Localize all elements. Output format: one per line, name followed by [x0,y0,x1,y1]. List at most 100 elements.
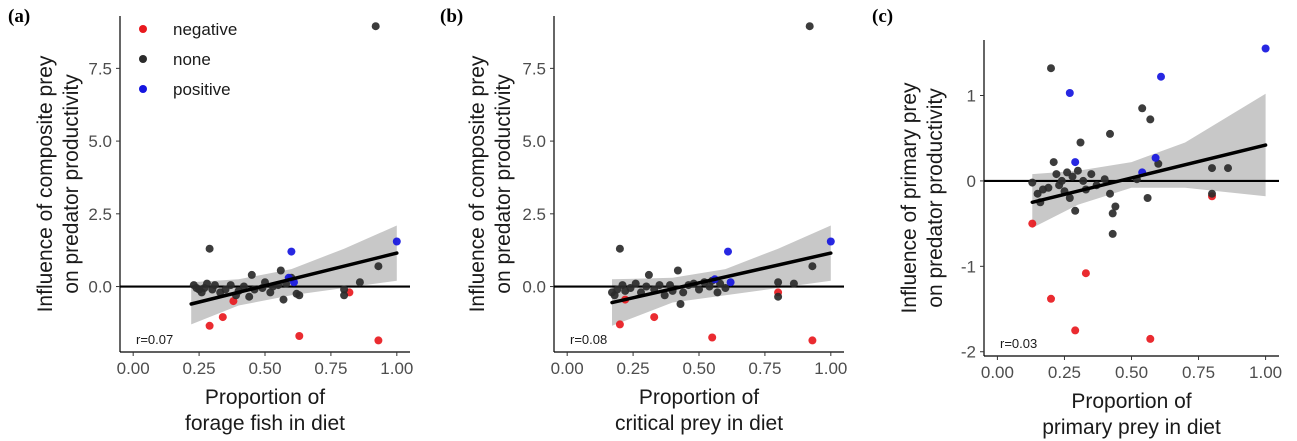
correlation-label: r=0.07 [136,332,173,347]
point-none [371,22,380,31]
legend-marker-none [139,55,147,63]
chart-panel-b: (b) 0.0 2.5 5.0 7.5 0.00 0.25 0.50 0.75 1.00 Propo… [432,0,862,441]
point-none [340,291,349,300]
point-negative [1028,219,1037,228]
point-none [1108,209,1117,218]
legend-marker-positive [139,85,147,93]
point-none [713,288,722,297]
point-none [1033,189,1042,198]
point-none [1071,206,1080,215]
point-none [1028,178,1037,187]
y-tick-label: 2.5 [522,205,546,224]
y-tick-label: 5.0 [522,132,546,151]
y-tick-label: -2 [961,343,976,362]
point-none [1087,170,1096,179]
point-none [631,279,640,288]
y-axis-title: on predator productivity [60,74,83,294]
point-negative [615,320,624,329]
chart-panel-a: (a) 0.0 2.5 5.0 7.5 0.00 0.25 0.50 0.75 1.00 Propo… [0,0,430,441]
x-tick-label: 0.75 [314,359,347,378]
point-none [660,291,669,300]
point-positive [1071,158,1080,167]
point-none [774,292,783,301]
y-axis-title: on predator productivity [924,88,947,308]
confidence-band [612,225,831,326]
point-none [644,270,653,279]
x-axis-title: primary prey in diet [1042,416,1221,439]
point-none [613,285,622,294]
x-tick-label: 1.00 [380,359,413,378]
point-none [226,281,235,290]
point-positive [724,247,732,256]
y-tick-label: 0.0 [522,278,546,297]
point-negative [205,321,214,330]
point-none [1146,115,1155,124]
point-negative [218,313,227,322]
regression-line [1030,143,1268,205]
x-tick-label: 1.00 [814,359,847,378]
x-axis-title: Proportion of [639,386,759,409]
point-none [1100,175,1109,184]
point-none [374,262,383,271]
y-tick-label: 7.5 [522,59,546,78]
legend-label-positive: positive [173,80,231,99]
legend-label-negative: negative [173,20,237,39]
x-tick-label: 0.25 [183,359,216,378]
point-negative [1047,294,1055,303]
point-none [642,282,651,291]
regression-line [189,251,399,306]
x-axis-title: Proportion of [1071,390,1191,413]
x-tick-label: 0.75 [748,359,781,378]
point-none [1052,170,1061,179]
point-none [295,291,304,300]
x-tick-label: 0.25 [617,359,650,378]
point-none [1224,164,1232,173]
point-none [1079,176,1088,185]
point-none [239,282,248,291]
x-tick-label: 0.50 [248,359,281,378]
correlation-label: r=0.08 [570,332,607,347]
point-none [203,279,211,288]
x-axis-title: forage fish in diet [185,412,345,435]
x-tick-label: 0.50 [682,359,715,378]
point-none [210,281,219,290]
x-tick-label: 0.75 [1182,363,1215,382]
y-axis-title: Influence of primary prey [898,82,921,314]
point-none [1049,158,1058,167]
point-negative [1146,334,1155,343]
point-none [679,288,688,297]
y-axis-title: Influence of composite prey [466,55,489,312]
y-tick-label: 7.5 [88,59,112,78]
point-none [1057,176,1066,185]
point-positive [826,237,835,246]
point-positive [1157,72,1165,81]
point-none [808,262,817,271]
point-none [721,284,730,292]
point-none [355,278,364,287]
y-tick-label: 0 [967,172,976,191]
legend-marker-negative [139,25,147,33]
chart-svg-c: (c) -2 -1 0 1 0.00 0.25 0.50 0.75 1.00 Proportion … [872,6,1282,439]
chart-svg-a: (a) 0.0 2.5 5.0 7.5 0.00 0.25 0.50 0.75 1.00 Propo… [8,6,413,435]
point-none [1208,164,1216,173]
x-axis-title: Proportion of [205,386,325,409]
point-negative [808,336,817,345]
point-none [615,244,624,253]
y-tick-label: 0.0 [88,278,112,297]
point-none [340,285,349,294]
y-tick-label: 5.0 [88,132,112,151]
y-tick-label: 1 [967,87,976,106]
point-none [205,244,214,253]
point-none [1138,104,1147,113]
point-none [695,285,703,294]
y-tick-label: 2.5 [88,205,112,224]
x-tick-label: 0.50 [1115,363,1148,382]
point-none [1108,229,1117,238]
point-negative [650,313,659,322]
panel-label: (b) [440,6,463,27]
x-tick-label: 0.00 [981,363,1014,382]
y-axis-title: on predator productivity [492,74,515,294]
chart-svg-b: (b) 0.0 2.5 5.0 7.5 0.00 0.25 0.50 0.75 1.00 Propo… [440,6,847,435]
panel-label: (a) [8,6,30,27]
point-none [1106,189,1114,198]
